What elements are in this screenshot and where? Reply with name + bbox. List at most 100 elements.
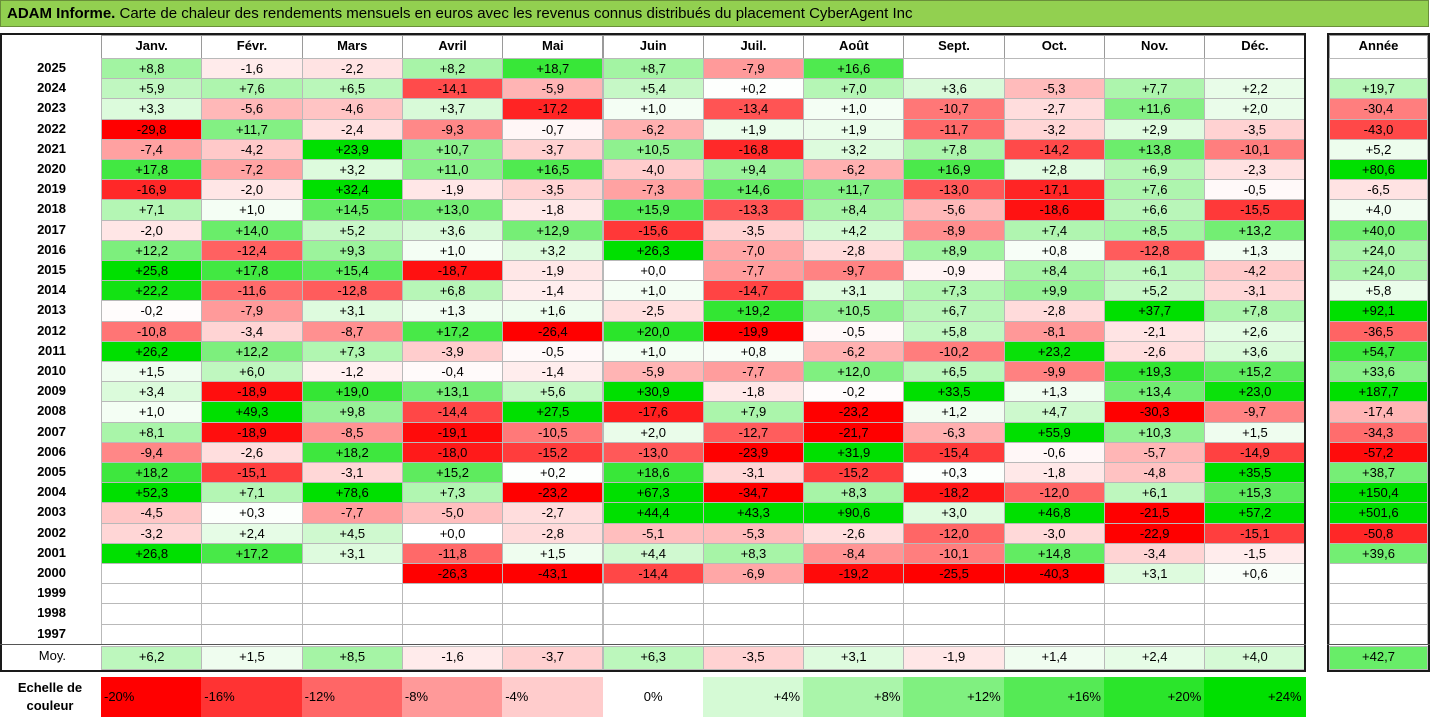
heat-cell: [903, 583, 1005, 605]
row-year-label: 2014: [0, 280, 100, 302]
heat-cell: +7,0: [803, 78, 905, 100]
heat-cell: +27,5: [502, 401, 604, 423]
heat-cell: -8,1: [1003, 320, 1105, 342]
heat-cell: -3,2: [1003, 118, 1105, 140]
heat-cell: -5,0: [401, 502, 504, 524]
heat-cell: [702, 583, 805, 605]
heat-cell: -14,4: [602, 563, 704, 585]
heat-cell: +4,5: [301, 522, 403, 544]
heat-cell: -15,6: [602, 219, 704, 241]
row-year-label: 2008: [0, 401, 100, 423]
heat-cell: -2,5: [602, 300, 704, 322]
heat-cell: -5,9: [502, 78, 604, 100]
heat-cell: -2,0: [101, 219, 203, 241]
row-year-label: 2010: [0, 361, 100, 383]
heat-cell: +3,4: [101, 381, 203, 403]
heat-cell: -15,1: [201, 462, 303, 484]
heat-cell: +0,8: [1003, 239, 1105, 261]
annual-cell: +33,6: [1329, 361, 1428, 383]
heat-cell: -6,3: [903, 421, 1005, 443]
heat-cell: -10,1: [903, 542, 1005, 564]
heat-cell: -34,7: [702, 482, 805, 504]
heat-cell: +22,2: [101, 280, 203, 302]
heat-cell: +26,3: [602, 239, 704, 261]
heat-cell: +18,6: [602, 462, 704, 484]
heat-cell: +6,0: [201, 361, 303, 383]
heat-cell: -2,8: [803, 239, 905, 261]
annual-cell: +24,0: [1329, 260, 1428, 282]
heat-cell: -15,2: [803, 462, 905, 484]
heat-cell: +2,0: [1204, 98, 1306, 120]
month-header: Sept.: [903, 35, 1005, 59]
heat-cell: +6,1: [1104, 482, 1206, 504]
heat-cell: -1,4: [502, 361, 604, 383]
heat-cell: +1,0: [401, 239, 504, 261]
heat-cell: -6,2: [803, 159, 905, 181]
heat-cell: +14,0: [201, 219, 303, 241]
heat-cell: +0,0: [602, 260, 704, 282]
heat-cell: +3,2: [502, 239, 604, 261]
row-year-label: 2001: [0, 542, 100, 564]
heat-cell: -4,6: [301, 98, 403, 120]
heat-cell: +7,7: [1104, 78, 1206, 100]
heat-cell: -14,7: [702, 280, 805, 302]
heat-cell: -21,7: [803, 421, 905, 443]
heat-cell: +32,4: [301, 179, 403, 201]
annual-cell: [1329, 563, 1428, 585]
heat-cell: +14,5: [301, 199, 403, 221]
annual-cell: +80,6: [1329, 159, 1428, 181]
heat-cell: [301, 623, 403, 645]
heat-cell: -2,2: [301, 58, 403, 80]
heat-cell: +78,6: [301, 482, 403, 504]
heat-cell: +49,3: [201, 401, 303, 423]
heat-cell: +5,2: [1104, 280, 1206, 302]
heat-cell: [1204, 58, 1306, 80]
heat-cell: -2,4: [301, 118, 403, 140]
heat-cell: -13,3: [702, 199, 805, 221]
heat-cell: [1204, 623, 1306, 645]
heat-cell: -17,6: [602, 401, 704, 423]
heat-cell: -3,5: [502, 179, 604, 201]
heat-cell: -1,9: [401, 179, 504, 201]
average-separator: [0, 644, 1306, 645]
heat-cell: -18,0: [401, 441, 504, 463]
heat-cell: +90,6: [803, 502, 905, 524]
heat-cell: -14,1: [401, 78, 504, 100]
heat-cell: +1,0: [602, 340, 704, 362]
heat-cell: -15,2: [502, 441, 604, 463]
heat-cell: +10,5: [602, 138, 704, 160]
average-cell: +2,4: [1104, 646, 1206, 670]
heat-cell: -9,7: [803, 260, 905, 282]
heat-cell: -11,6: [201, 280, 303, 302]
row-year-label: 2011: [0, 340, 100, 362]
annual-cell: +150,4: [1329, 482, 1428, 504]
heat-cell: +10,7: [401, 138, 504, 160]
heat-cell: -0,6: [1003, 441, 1105, 463]
heat-cell: +19,2: [702, 300, 805, 322]
heat-cell: +11,6: [1104, 98, 1206, 120]
heat-cell: +12,0: [803, 361, 905, 383]
annual-cell: [1329, 623, 1428, 645]
heat-cell: -3,1: [301, 462, 403, 484]
heat-cell: -8,9: [903, 219, 1005, 241]
average-cell: -3,7: [502, 646, 604, 670]
heat-cell: -3,7: [502, 138, 604, 160]
average-label: Moy.: [0, 646, 100, 670]
heat-cell: +52,3: [101, 482, 203, 504]
average-cell: -1,9: [903, 646, 1005, 670]
heat-cell: +1,2: [903, 401, 1005, 423]
scale-stop: -16%: [201, 677, 303, 717]
annual-cell: -34,3: [1329, 421, 1428, 443]
heat-cell: +13,4: [1104, 381, 1206, 403]
heat-cell: -18,9: [201, 421, 303, 443]
heat-cell: [1104, 58, 1206, 80]
heat-cell: +19,0: [301, 381, 403, 403]
heat-cell: -12,8: [1104, 239, 1206, 261]
row-year-label: 2007: [0, 421, 100, 443]
heat-cell: +12,2: [101, 239, 203, 261]
heat-cell: -8,7: [301, 320, 403, 342]
heat-cell: [602, 623, 704, 645]
scale-stop: +12%: [903, 677, 1005, 717]
heat-cell: +46,8: [1003, 502, 1105, 524]
row-year-label: 2004: [0, 482, 100, 504]
